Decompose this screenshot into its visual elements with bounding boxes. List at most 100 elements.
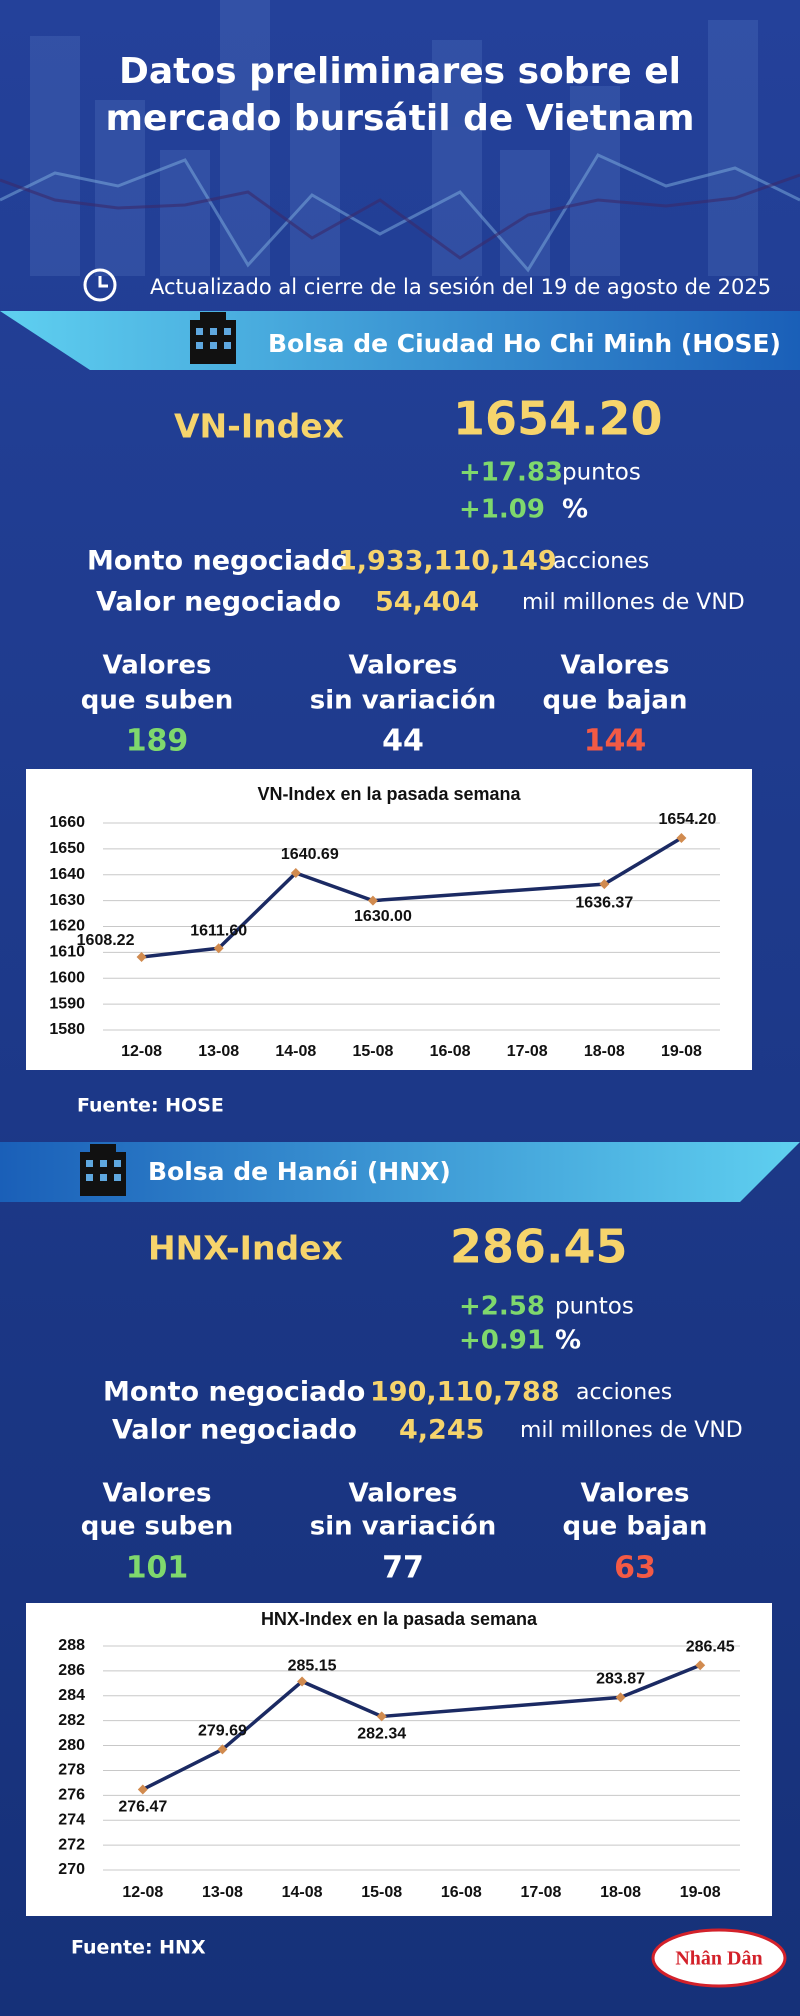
logo-text: Nhân Dân — [675, 1948, 762, 1970]
x-tick-label: 13-08 — [202, 1884, 243, 1901]
marker — [136, 951, 147, 962]
clock-icon — [83, 268, 117, 302]
breadth-label: Valores — [103, 1479, 212, 1509]
y-tick-label: 1590 — [49, 995, 85, 1012]
marker — [213, 943, 224, 954]
y-tick-label: 1620 — [49, 918, 85, 935]
exchange-name: Bolsa de Hanói (HNX) — [148, 1157, 451, 1186]
breadth-label: que suben — [81, 1512, 234, 1542]
marker — [367, 895, 378, 906]
data-label: 282.34 — [357, 1726, 406, 1743]
breadth-label: Valores — [349, 1479, 458, 1509]
decor-bars — [30, 0, 758, 276]
pct-unit: % — [555, 1326, 581, 1356]
chart-panel — [26, 769, 752, 1070]
series-line — [619, 1663, 701, 1700]
breadth-label: Valores — [349, 651, 458, 681]
marker — [695, 1660, 706, 1671]
marker — [217, 1744, 228, 1755]
y-tick-label: 1660 — [49, 814, 85, 831]
data-label: 1630.00 — [354, 908, 412, 925]
marker — [615, 1692, 626, 1703]
turnover-label: Valor negociado — [112, 1415, 357, 1446]
volume: 190,110,788 — [370, 1377, 560, 1408]
series-line — [141, 870, 374, 959]
breadth-label: sin variación — [310, 1512, 496, 1542]
turnover-label: Valor negociado — [96, 587, 341, 618]
change-points: +17.83 — [459, 458, 563, 488]
index-name: VN-Index — [174, 407, 344, 446]
data-label: 283.87 — [596, 1671, 645, 1688]
x-tick-label: 12-08 — [122, 1884, 163, 1901]
breadth-label: sin variación — [310, 686, 496, 716]
points-unit: puntos — [555, 1294, 634, 1320]
y-tick-label: 272 — [58, 1836, 85, 1853]
x-tick-label: 13-08 — [198, 1043, 239, 1060]
x-tick-label: 19-08 — [661, 1043, 702, 1060]
volume-unit: acciones — [576, 1380, 672, 1405]
y-tick-label: 1610 — [49, 944, 85, 961]
series-line — [142, 1679, 383, 1792]
building-icon — [190, 312, 236, 364]
breadth-label: que suben — [81, 686, 234, 716]
y-tick-label: 274 — [58, 1811, 85, 1828]
subtitle: Actualizado al cierre de la sesión del 1… — [150, 275, 771, 299]
index-value: 286.45 — [450, 1220, 628, 1274]
x-tick-label: 17-08 — [520, 1884, 561, 1901]
chart-title: HNX-Index en la pasada semana — [261, 1609, 538, 1629]
x-tick-label: 18-08 — [584, 1043, 625, 1060]
y-tick-label: 1650 — [49, 840, 85, 857]
breadth-count: 44 — [382, 724, 424, 759]
building-icon — [80, 1144, 126, 1196]
source: Fuente: HNX — [71, 1937, 206, 1959]
change-pct: +1.09 — [459, 495, 545, 525]
x-tick-label: 16-08 — [441, 1884, 482, 1901]
data-label: 285.15 — [288, 1658, 337, 1675]
breadth-label: Valores — [103, 651, 212, 681]
turnover: 54,404 — [375, 587, 479, 618]
marker — [676, 833, 687, 844]
data-label: 1654.20 — [659, 811, 717, 828]
series-line — [603, 836, 683, 886]
x-tick-label: 15-08 — [361, 1884, 402, 1901]
x-tick-label: 16-08 — [430, 1043, 471, 1060]
turnover-unit: mil millones de VND — [522, 590, 745, 615]
breadth-count: 77 — [382, 1551, 424, 1586]
turnover-unit: mil millones de VND — [520, 1418, 743, 1443]
y-tick-label: 1600 — [49, 969, 85, 986]
decor-line — [0, 153, 800, 273]
x-tick-label: 15-08 — [352, 1043, 393, 1060]
x-tick-label: 17-08 — [507, 1043, 548, 1060]
marker — [599, 879, 610, 890]
y-tick-label: 1630 — [49, 892, 85, 909]
index-value: 1654.20 — [453, 392, 663, 446]
marker — [137, 1784, 148, 1795]
marker — [297, 1676, 308, 1687]
y-tick-label: 276 — [58, 1787, 85, 1804]
pct-unit: % — [562, 495, 588, 525]
gap-connector — [372, 882, 605, 903]
change-pct: +0.91 — [459, 1326, 545, 1356]
y-tick-label: 288 — [58, 1637, 85, 1654]
logo: Nhân Dân — [651, 1928, 787, 1988]
marker — [376, 1711, 387, 1722]
data-label: 1611.60 — [190, 922, 247, 939]
breadth-count: 144 — [584, 724, 647, 759]
volume: 1,933,110,149 — [338, 546, 557, 577]
title: Datos preliminares sobre el — [119, 51, 681, 92]
data-label: 1636.37 — [575, 894, 633, 911]
marker — [290, 867, 301, 878]
turnover: 4,245 — [399, 1415, 484, 1446]
breadth-count: 63 — [614, 1551, 656, 1586]
y-tick-label: 1580 — [49, 1021, 85, 1038]
y-tick-label: 282 — [58, 1712, 85, 1729]
x-tick-label: 14-08 — [275, 1043, 316, 1060]
breadth-label: que bajan — [543, 686, 688, 716]
breadth-label: Valores — [561, 651, 670, 681]
data-label: 1608.22 — [77, 932, 135, 949]
x-tick-label: 18-08 — [600, 1884, 641, 1901]
x-tick-label: 19-08 — [680, 1884, 721, 1901]
breadth-label: que bajan — [563, 1512, 708, 1542]
points-unit: puntos — [562, 460, 641, 486]
